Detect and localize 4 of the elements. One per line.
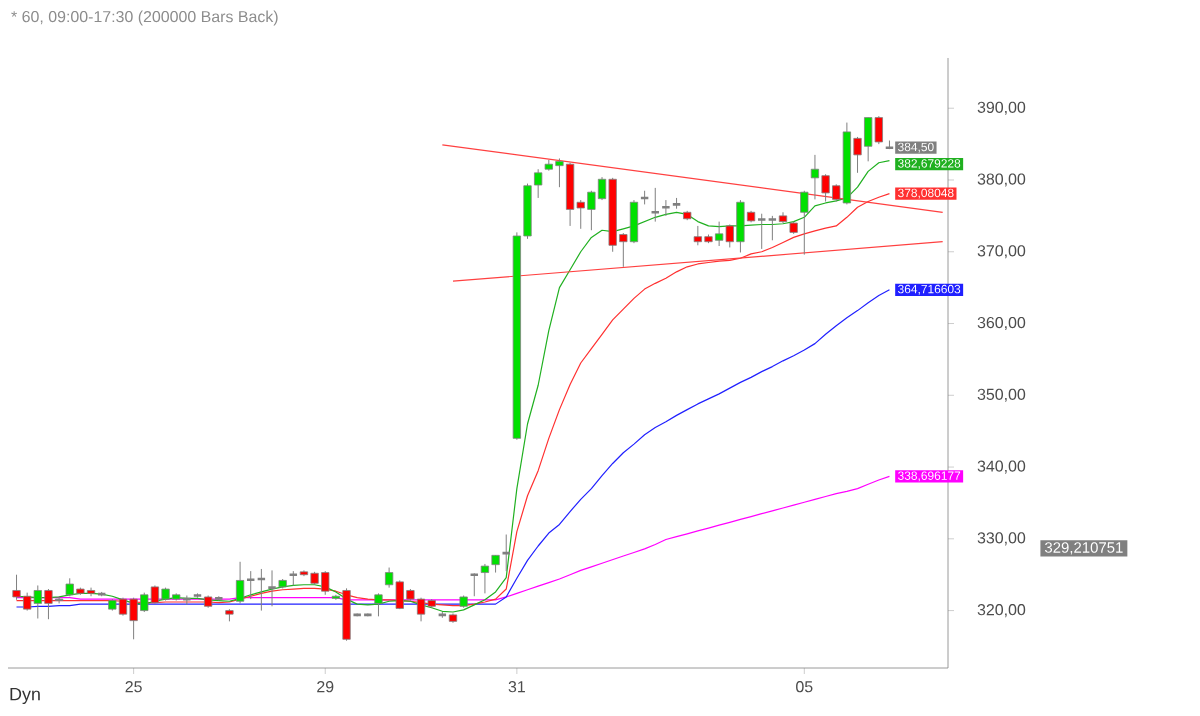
candlestick bbox=[800, 190, 809, 256]
candlestick bbox=[374, 592, 383, 617]
text: Dyn bbox=[10, 687, 40, 705]
candlestick bbox=[480, 563, 490, 594]
